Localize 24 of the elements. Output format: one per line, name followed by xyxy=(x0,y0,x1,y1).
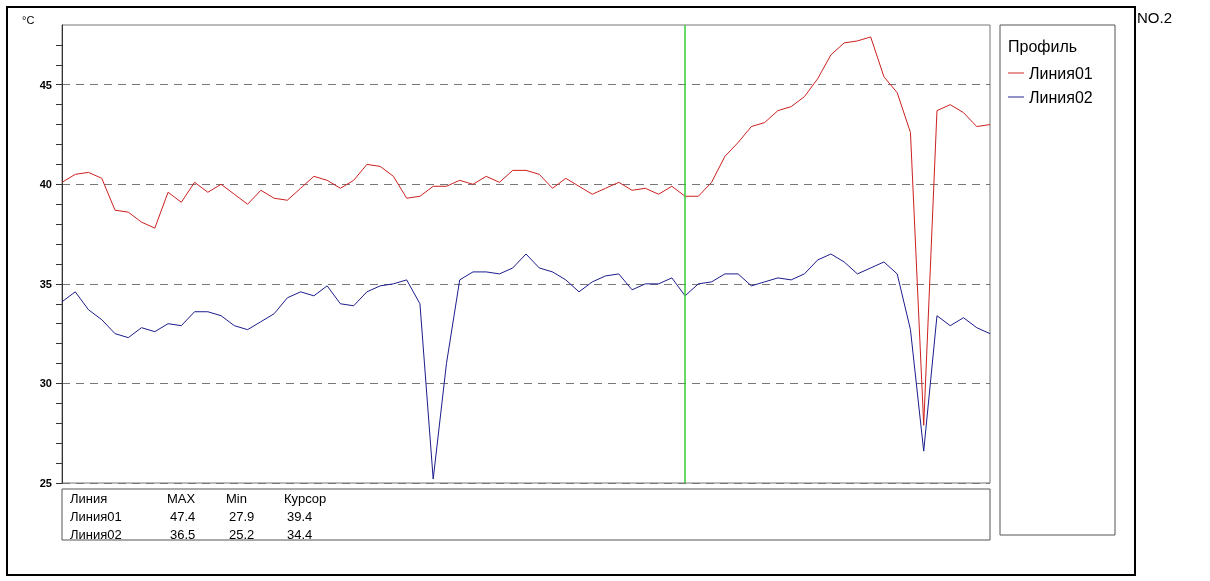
y-tick-label: 35 xyxy=(39,277,52,290)
y-tick-label: 30 xyxy=(39,377,52,390)
legend-label: Линия01 xyxy=(1029,64,1093,82)
text: 36.5 xyxy=(170,527,196,542)
line-series xyxy=(61,253,991,480)
text: Min xyxy=(226,491,247,506)
y-tick-label: 45 xyxy=(39,78,52,91)
y-axis-title: °C xyxy=(22,13,35,26)
text: Линия02 xyxy=(70,527,122,542)
legend-title: Профиль xyxy=(1008,37,1078,55)
text: 25.2 xyxy=(229,527,255,542)
text: Линия01 xyxy=(70,509,122,524)
text: Линия xyxy=(70,491,108,506)
legend-label: Линия02 xyxy=(1029,88,1093,106)
text: MAX xyxy=(167,491,196,506)
text: 34.4 xyxy=(287,527,313,542)
y-tick-label: 40 xyxy=(39,178,52,191)
text: NO.2 xyxy=(1137,9,1173,26)
y-tick-label: 25 xyxy=(39,477,52,489)
text: 39.4 xyxy=(287,509,313,524)
text: 27.9 xyxy=(229,509,255,524)
text: Курсор xyxy=(284,491,327,506)
line-series xyxy=(61,36,991,426)
text: 47.4 xyxy=(170,509,196,524)
